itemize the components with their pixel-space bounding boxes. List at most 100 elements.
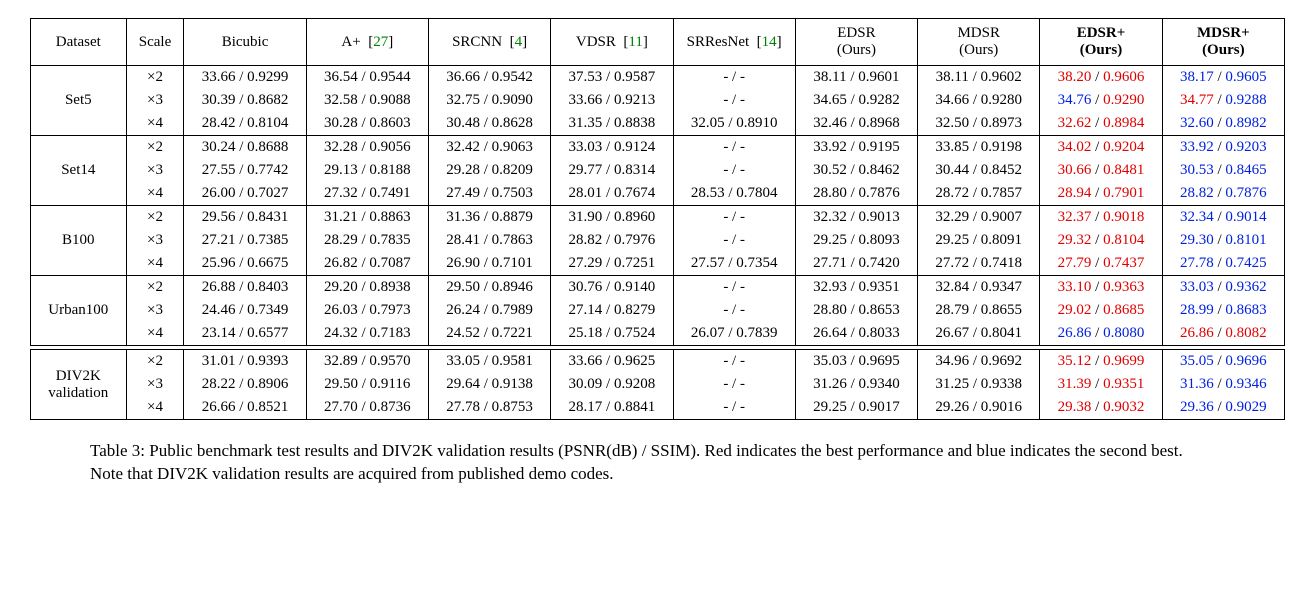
value-cell: 29.25 / 0.8091 <box>918 229 1040 252</box>
value-cell: 29.25 / 0.8093 <box>795 229 917 252</box>
scale-cell: ×2 <box>126 66 184 90</box>
table-row: ×426.00 / 0.702727.32 / 0.749127.49 / 0.… <box>31 182 1285 206</box>
value-cell: 33.03 / 0.9362 <box>1162 276 1284 300</box>
citation-link[interactable]: 14 <box>762 34 777 50</box>
col-header-edsr: EDSR(Ours) <box>795 19 917 66</box>
scale-cell: ×4 <box>126 182 184 206</box>
value-cell: 37.53 / 0.9587 <box>551 66 673 90</box>
value-cell: 32.37 / 0.9018 <box>1040 206 1162 230</box>
value-cell: 27.32 / 0.7491 <box>306 182 428 206</box>
value-cell: 32.46 / 0.8968 <box>795 112 917 136</box>
value-cell: 27.70 / 0.8736 <box>306 396 428 420</box>
value-cell: - / - <box>673 136 795 160</box>
value-cell: 26.00 / 0.7027 <box>184 182 306 206</box>
value-cell: - / - <box>673 350 795 374</box>
table-row: ×425.96 / 0.667526.82 / 0.708726.90 / 0.… <box>31 252 1285 276</box>
citation-link[interactable]: 11 <box>628 34 642 50</box>
value-cell: 29.30 / 0.8101 <box>1162 229 1284 252</box>
value-cell: 28.99 / 0.8683 <box>1162 299 1284 322</box>
value-cell: 33.05 / 0.9581 <box>428 350 550 374</box>
value-cell: 29.38 / 0.9032 <box>1040 396 1162 420</box>
col-header-mdsrp: MDSR+(Ours) <box>1162 19 1284 66</box>
value-cell: 27.78 / 0.8753 <box>428 396 550 420</box>
scale-cell: ×3 <box>126 373 184 396</box>
value-cell: 28.72 / 0.7857 <box>918 182 1040 206</box>
value-cell: 27.55 / 0.7742 <box>184 159 306 182</box>
value-cell: 34.66 / 0.9280 <box>918 89 1040 112</box>
value-cell: 29.36 / 0.9029 <box>1162 396 1284 420</box>
table-caption: Table 3: Public benchmark test results a… <box>30 440 1190 486</box>
citation-link[interactable]: 4 <box>515 34 523 50</box>
value-cell: 38.11 / 0.9602 <box>918 66 1040 90</box>
value-cell: 34.77 / 0.9288 <box>1162 89 1284 112</box>
value-cell: - / - <box>673 373 795 396</box>
value-cell: 30.66 / 0.8481 <box>1040 159 1162 182</box>
value-cell: 28.53 / 0.7804 <box>673 182 795 206</box>
value-cell: 29.02 / 0.8685 <box>1040 299 1162 322</box>
value-cell: 28.22 / 0.8906 <box>184 373 306 396</box>
value-cell: 28.42 / 0.8104 <box>184 112 306 136</box>
value-cell: 31.36 / 0.8879 <box>428 206 550 230</box>
value-cell: 32.58 / 0.9088 <box>306 89 428 112</box>
value-cell: 30.24 / 0.8688 <box>184 136 306 160</box>
table-header-row: DatasetScaleBicubicA+ [27]SRCNN [4]VDSR … <box>31 19 1285 66</box>
dataset-cell: Set5 <box>31 66 127 136</box>
value-cell: 33.10 / 0.9363 <box>1040 276 1162 300</box>
value-cell: - / - <box>673 89 795 112</box>
value-cell: 31.35 / 0.8838 <box>551 112 673 136</box>
value-cell: 26.66 / 0.8521 <box>184 396 306 420</box>
value-cell: 35.05 / 0.9696 <box>1162 350 1284 374</box>
value-cell: 31.21 / 0.8863 <box>306 206 428 230</box>
value-cell: 31.90 / 0.8960 <box>551 206 673 230</box>
value-cell: 28.79 / 0.8655 <box>918 299 1040 322</box>
value-cell: - / - <box>673 159 795 182</box>
value-cell: 29.32 / 0.8104 <box>1040 229 1162 252</box>
scale-cell: ×4 <box>126 322 184 346</box>
value-cell: 32.93 / 0.9351 <box>795 276 917 300</box>
value-cell: 36.54 / 0.9544 <box>306 66 428 90</box>
value-cell: 31.26 / 0.9340 <box>795 373 917 396</box>
scale-cell: ×3 <box>126 229 184 252</box>
scale-cell: ×2 <box>126 276 184 300</box>
value-cell: 26.88 / 0.8403 <box>184 276 306 300</box>
value-cell: 35.03 / 0.9695 <box>795 350 917 374</box>
col-header-edsrp: EDSR+(Ours) <box>1040 19 1162 66</box>
value-cell: 28.01 / 0.7674 <box>551 182 673 206</box>
value-cell: 30.28 / 0.8603 <box>306 112 428 136</box>
col-header-aplus: A+ [27] <box>306 19 428 66</box>
citation-link[interactable]: 27 <box>373 34 388 50</box>
table-row: Urban100×226.88 / 0.840329.20 / 0.893829… <box>31 276 1285 300</box>
value-cell: 26.03 / 0.7973 <box>306 299 428 322</box>
table-row: ×426.66 / 0.852127.70 / 0.873627.78 / 0.… <box>31 396 1285 420</box>
table-row: ×328.22 / 0.890629.50 / 0.911629.64 / 0.… <box>31 373 1285 396</box>
value-cell: 29.28 / 0.8209 <box>428 159 550 182</box>
value-cell: 27.79 / 0.7437 <box>1040 252 1162 276</box>
value-cell: 33.03 / 0.9124 <box>551 136 673 160</box>
value-cell: 24.32 / 0.7183 <box>306 322 428 346</box>
value-cell: 32.62 / 0.8984 <box>1040 112 1162 136</box>
table-row: DIV2Kvalidation×231.01 / 0.939332.89 / 0… <box>31 350 1285 374</box>
value-cell: 34.96 / 0.9692 <box>918 350 1040 374</box>
table-row: ×423.14 / 0.657724.32 / 0.718324.52 / 0.… <box>31 322 1285 346</box>
scale-cell: ×2 <box>126 136 184 160</box>
value-cell: 23.14 / 0.6577 <box>184 322 306 346</box>
value-cell: 26.90 / 0.7101 <box>428 252 550 276</box>
table-row: ×330.39 / 0.868232.58 / 0.908832.75 / 0.… <box>31 89 1285 112</box>
scale-cell: ×3 <box>126 159 184 182</box>
value-cell: 29.25 / 0.9017 <box>795 396 917 420</box>
value-cell: 30.52 / 0.8462 <box>795 159 917 182</box>
value-cell: 29.50 / 0.9116 <box>306 373 428 396</box>
value-cell: 34.76 / 0.9290 <box>1040 89 1162 112</box>
table-row: ×324.46 / 0.734926.03 / 0.797326.24 / 0.… <box>31 299 1285 322</box>
value-cell: 29.20 / 0.8938 <box>306 276 428 300</box>
value-cell: 27.21 / 0.7385 <box>184 229 306 252</box>
value-cell: 28.82 / 0.7976 <box>551 229 673 252</box>
table-row: ×327.55 / 0.774229.13 / 0.818829.28 / 0.… <box>31 159 1285 182</box>
value-cell: 28.94 / 0.7901 <box>1040 182 1162 206</box>
table-row: Set14×230.24 / 0.868832.28 / 0.905632.42… <box>31 136 1285 160</box>
value-cell: 33.85 / 0.9198 <box>918 136 1040 160</box>
value-cell: 32.32 / 0.9013 <box>795 206 917 230</box>
value-cell: 32.29 / 0.9007 <box>918 206 1040 230</box>
dataset-cell: B100 <box>31 206 127 276</box>
value-cell: 28.17 / 0.8841 <box>551 396 673 420</box>
